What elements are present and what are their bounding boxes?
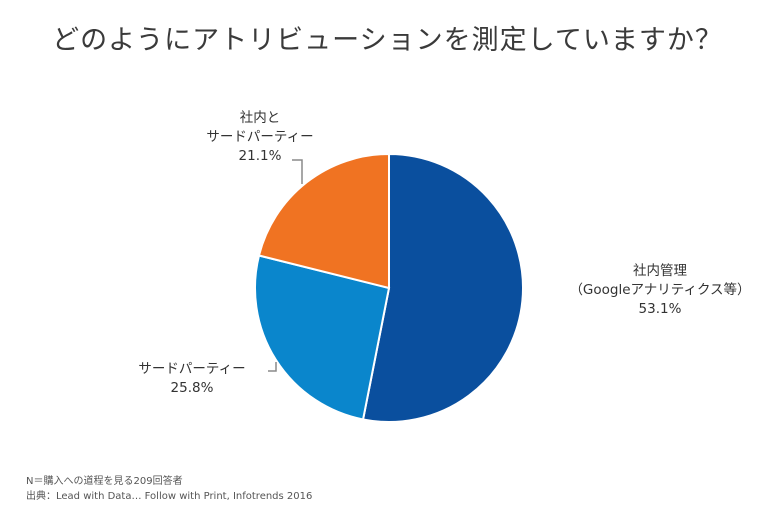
slice-label-in-house-line1: 社内管理 [633,263,687,279]
slice-label-third-party: サードパーティー 25.8% [112,360,272,398]
slice-value-in-house: 53.1% [638,301,682,317]
sample-note: N＝購入への道程を見る209回答者 [26,476,183,487]
slice-label-mixed-line1: 社内と [239,110,281,126]
leader-line-mixed [292,159,303,184]
slice-label-in-house-and-third-party: 社内と サードパーティー 21.1% [175,109,345,166]
chart-title: どのようにアトリビューションを測定していますか？ [52,25,723,56]
slice-label-third-party-line1: サードパーティー [138,361,246,377]
slice-label-in-house: 社内管理 （Googleアナリティクス等） 53.1% [560,262,760,319]
leader-lines [268,159,303,372]
pie-slices [254,152,524,423]
pie-slice-in-house [361,152,524,423]
pie-slice-in-house-and-third-party [257,152,390,290]
slice-label-mixed-line2: サードパーティー [206,129,314,145]
leader-line-third-party [268,362,277,372]
pie-slice-third-party [254,254,391,421]
slice-value-third-party: 25.8% [170,380,214,396]
slice-value-mixed: 21.1% [238,148,282,164]
slice-label-in-house-line2: （Googleアナリティクス等） [569,282,751,298]
source-note: 出典：Lead with Data… Follow with Print, In… [26,491,313,502]
